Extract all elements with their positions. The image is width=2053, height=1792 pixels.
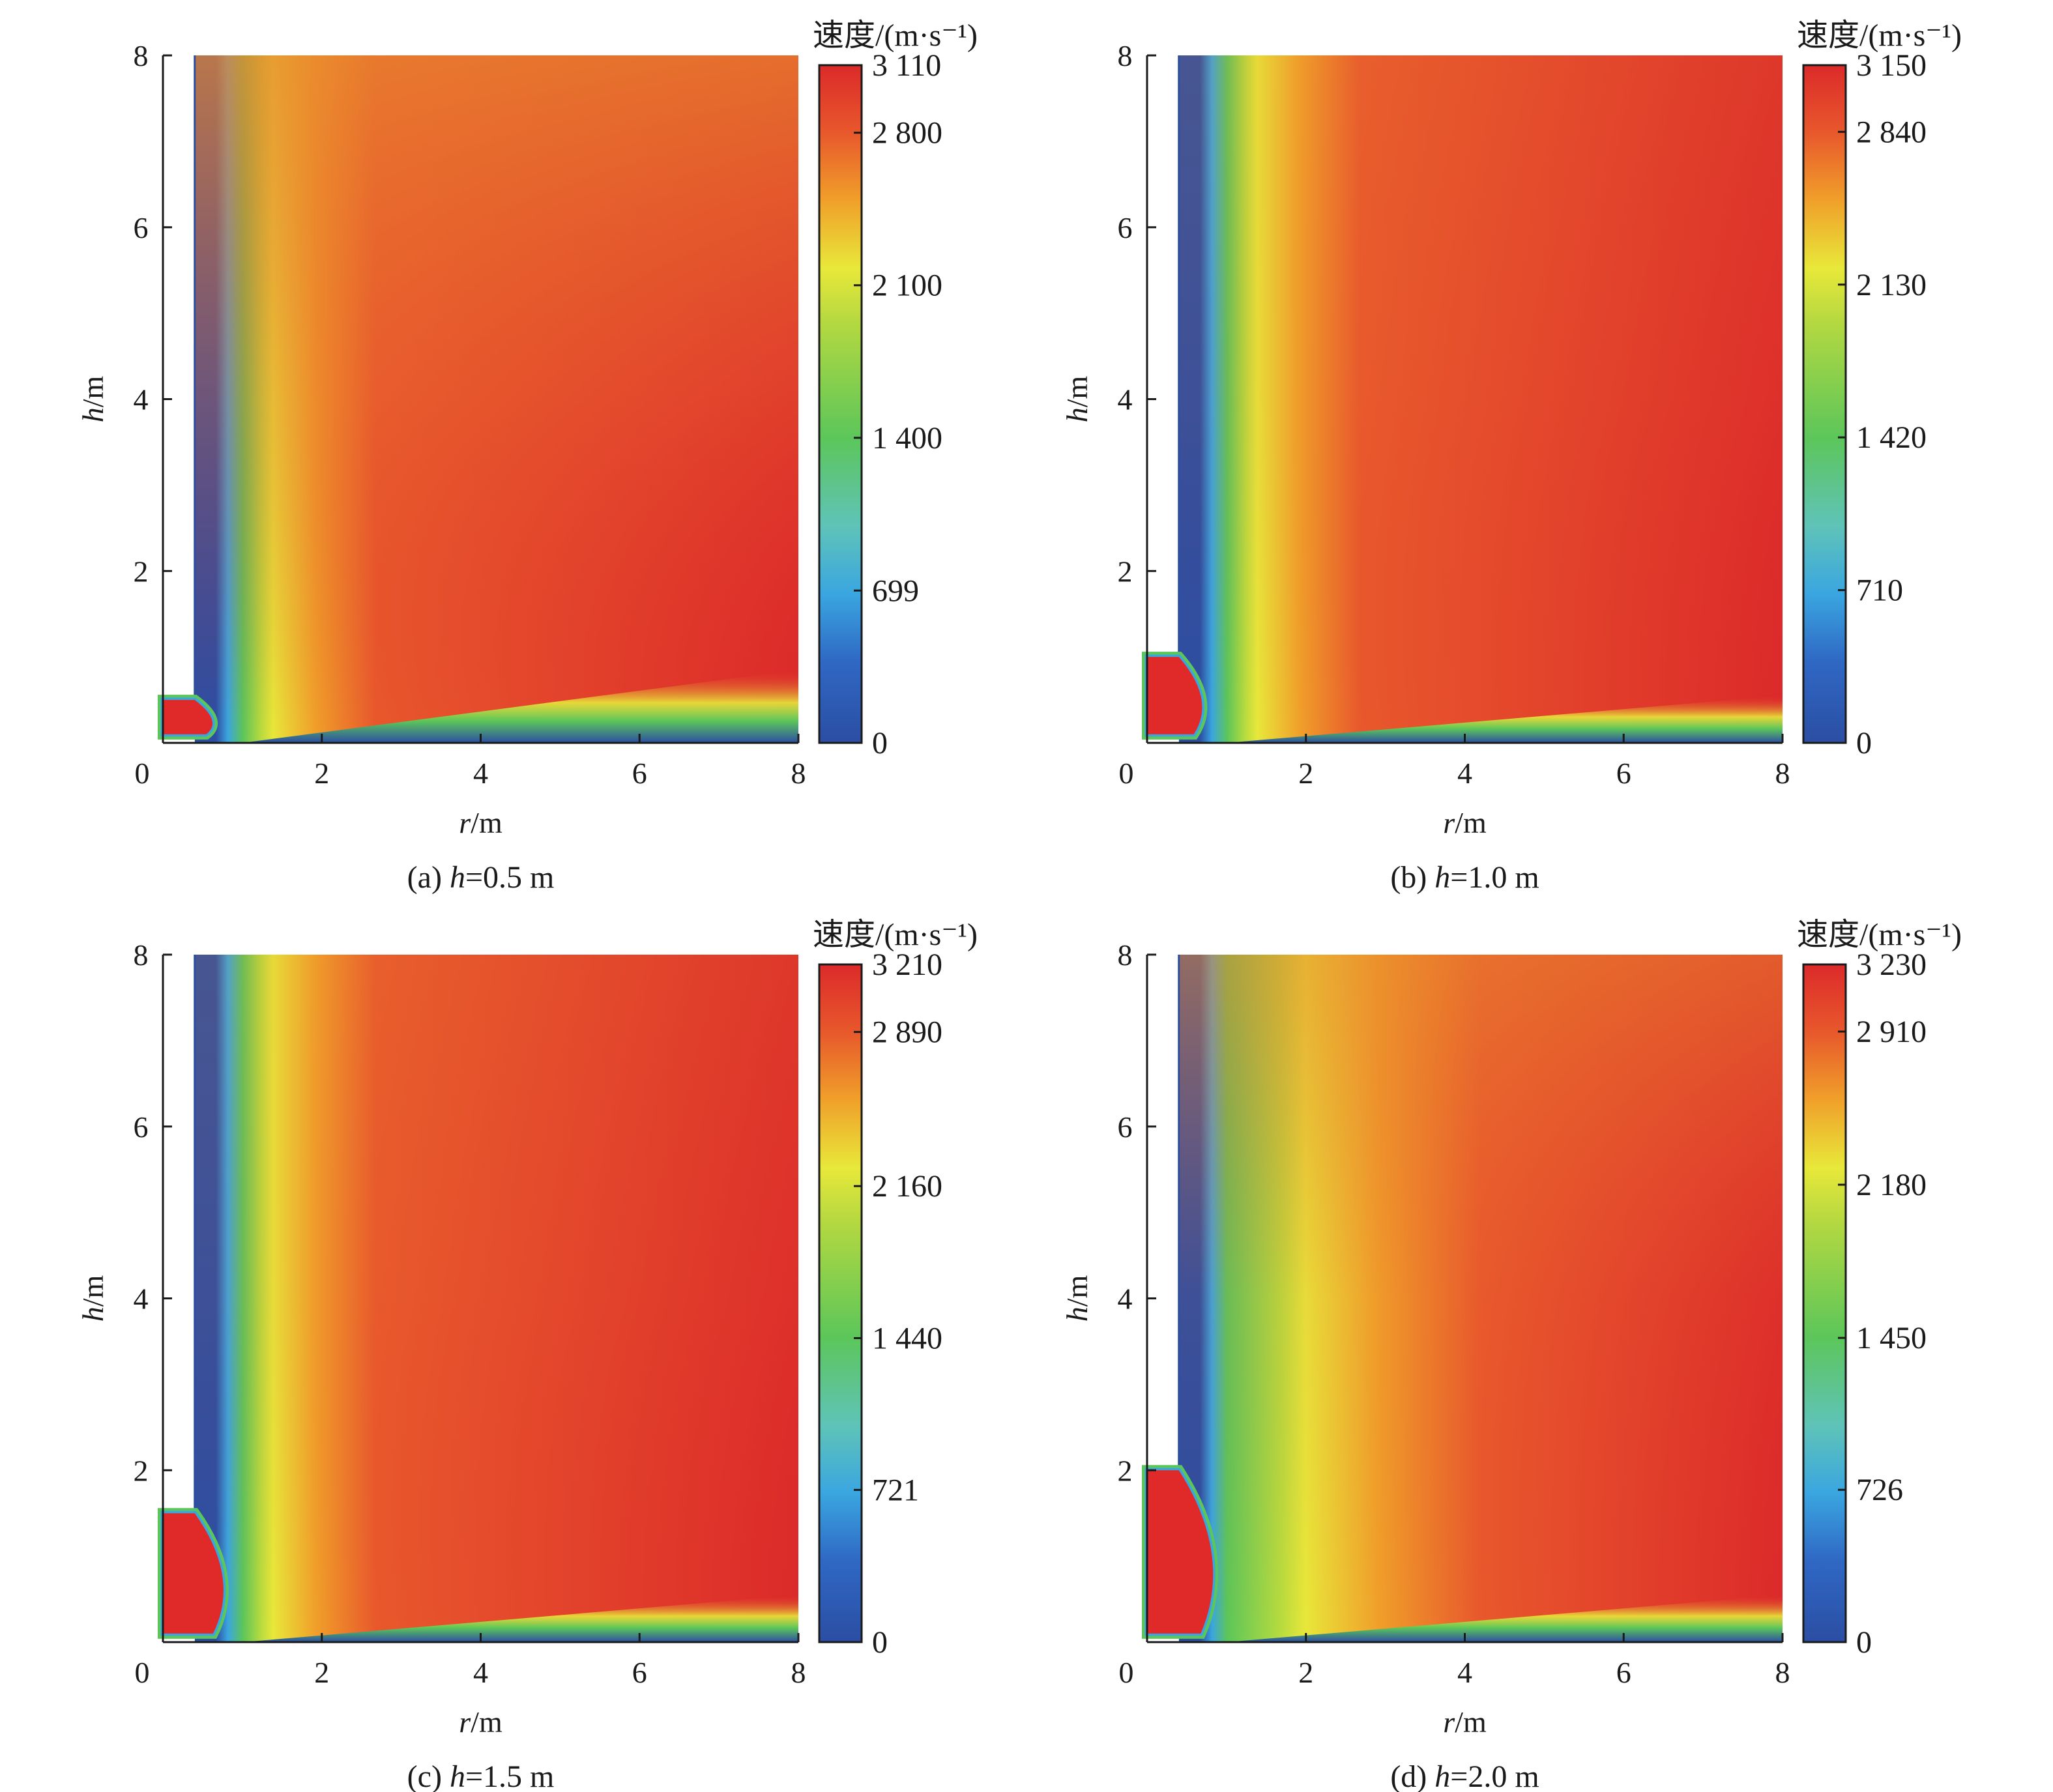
x-axis-label: r/m [1443,806,1487,839]
y-tick-label: 4 [1118,1282,1133,1316]
y-axis-label: h/m [1060,376,1094,423]
colorbar-tick-label: 3 230 [1856,947,1927,982]
colorbar-tick-label: 2 130 [1856,268,1927,302]
y-tick-label: 4 [134,383,149,416]
x-tick-label: 4 [473,1656,488,1689]
x-tick-label: 6 [1616,757,1631,790]
x-tick-label: 2 [1298,757,1313,790]
colorbar-tick-label: 1 450 [1856,1321,1927,1355]
y-tick-label: 6 [134,211,149,244]
colorbar [1802,64,1847,744]
y-tick-label: 4 [1118,383,1133,416]
x-tick-label: 0 [1119,757,1134,790]
x-tick-label: 6 [1616,1656,1631,1689]
x-tick-label: 6 [632,1656,647,1689]
colorbar-tick-label: 0 [1856,1625,1872,1660]
y-axis-label: h/m [76,1275,109,1322]
y-tick-label: 2 [134,555,149,588]
colorbar-title: 速度/(m·s⁻¹) [1797,918,1962,952]
x-tick-label: 8 [791,1656,806,1689]
velocity-field-top [1178,955,1783,1642]
x-tick-label: 4 [1457,1656,1472,1689]
colorbar-title: 速度/(m·s⁻¹) [1797,18,1962,53]
x-tick-label: 0 [1119,1656,1134,1689]
colorbar [818,963,863,1643]
x-tick-label: 8 [1775,1656,1790,1689]
x-tick-label: 8 [1775,757,1790,790]
colorbar-tick-label: 3 150 [1856,48,1927,83]
colorbar-tick-label: 2 160 [872,1169,942,1204]
y-tick-label: 2 [1118,1454,1133,1487]
bottom-boundary-layer [1226,1595,1783,1642]
y-tick-label: 2 [1118,555,1133,588]
y-tick-label: 2 [134,1454,149,1487]
x-tick-label: 6 [632,757,647,790]
colorbar-tick-label: 1 420 [1856,420,1927,455]
panel-a: 0 2 4 6 8 2 4 6 8 r/m h/m (a) h=0.5 m 3 110 2 800 2 10… [76,18,978,895]
y-tick-label: 8 [134,39,149,72]
x-tick-label: 2 [314,757,329,790]
charge-region [163,1513,224,1634]
x-axis-label: r/m [1443,1705,1487,1739]
x-axis-label: r/m [459,806,502,839]
bottom-boundary-layer [242,1595,798,1642]
colorbar [818,64,863,744]
colorbar [1802,963,1847,1643]
y-axis-label: h/m [1060,1275,1094,1322]
x-axis-label: r/m [459,1705,502,1739]
x-tick-label: 4 [1457,757,1472,790]
x-tick-label: 0 [135,757,150,790]
x-tick-label: 0 [135,1656,150,1689]
y-tick-label: 6 [1118,211,1133,244]
y-tick-label: 4 [134,1282,149,1316]
panel-c: 0 2 4 6 8 2 4 6 8 r/m h/m (c) h=1.5 m 3 210 2 890 2 16… [76,918,978,1792]
colorbar-tick-label: 1 400 [872,421,942,455]
colorbar-tick-label: 3 210 [872,947,942,982]
colorbar-title: 速度/(m·s⁻¹) [813,918,978,952]
velocity-field-top [1178,55,1783,743]
charge-region [1147,657,1202,734]
x-tick-label: 2 [314,1656,329,1689]
colorbar-tick-label: 0 [1856,726,1872,760]
bottom-boundary-layer [242,669,798,743]
y-tick-label: 8 [1118,938,1133,972]
charge-region [163,700,213,734]
colorbar-tick-label: 2 100 [872,268,942,303]
x-tick-label: 2 [1298,1656,1313,1689]
x-tick-label: 4 [473,757,488,790]
velocity-field-top [194,955,798,1642]
colorbar-tick-label: 1 440 [872,1321,942,1355]
panel-d: 0 2 4 6 8 2 4 6 8 r/m h/m (d) h=2.0 m 3 230 2 910 2 18… [1060,918,1962,1792]
colorbar-tick-label: 0 [872,1625,888,1660]
x-tick-label: 8 [791,757,806,790]
panel-caption: (b) h=1.0 m [1390,860,1539,895]
y-tick-label: 8 [134,938,149,972]
bottom-boundary-layer [1226,695,1783,743]
colorbar-tick-label: 2 910 [1856,1015,1927,1049]
colorbar-tick-label: 2 800 [872,116,942,151]
colorbar-tick-label: 721 [872,1473,919,1507]
colorbar-tick-label: 0 [872,726,888,760]
panel-caption: (d) h=2.0 m [1390,1759,1539,1792]
colorbar-tick-label: 726 [1856,1473,1903,1507]
y-tick-label: 6 [1118,1110,1133,1144]
y-axis-label: h/m [76,376,109,423]
y-tick-label: 6 [134,1110,149,1144]
y-tick-label: 8 [1118,39,1133,72]
panel-b: 0 2 4 6 8 2 4 6 8 r/m h/m (b) h=1.0 m 3 150 2 840 2 13… [1060,18,1962,895]
colorbar-title: 速度/(m·s⁻¹) [813,18,978,53]
panel-caption: (a) h=0.5 m [407,860,555,895]
colorbar-tick-label: 699 [872,573,919,608]
colorbar-tick-label: 2 890 [872,1015,942,1050]
colorbar-tick-label: 710 [1856,573,1903,608]
colorbar-tick-label: 3 110 [872,48,941,83]
colorbar-tick-label: 2 840 [1856,115,1927,149]
colorbar-tick-label: 2 180 [1856,1168,1927,1202]
panel-caption: (c) h=1.5 m [407,1759,555,1792]
charge-region [1147,1470,1214,1634]
velocity-field-top [194,55,798,743]
